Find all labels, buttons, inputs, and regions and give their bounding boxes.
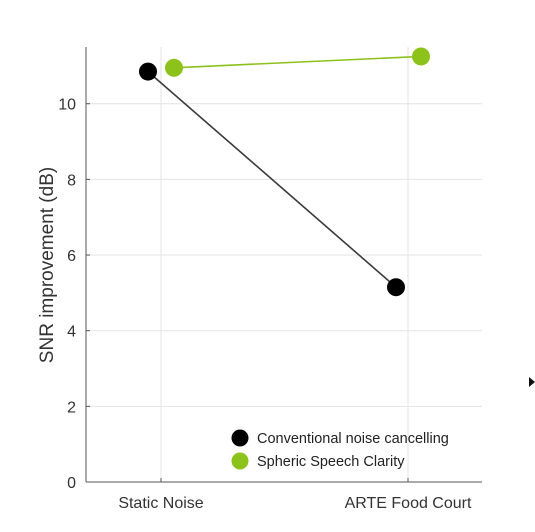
y-tick-label: 6: [67, 248, 76, 265]
series-2-point: [165, 58, 183, 77]
tick-layer: 0 2 4 6 8 10 Static Noise ARTE Food Court: [58, 97, 472, 512]
series-layer: [139, 47, 430, 297]
series-1-point: [387, 278, 405, 297]
y-tick-label: 2: [67, 399, 76, 416]
y-tick-label: 10: [58, 97, 76, 114]
legend-label: Conventional noise cancelling: [257, 431, 449, 447]
x-tick-label: ARTE Food Court: [345, 495, 472, 512]
y-tick-label: 4: [67, 324, 76, 341]
legend-marker: [231, 429, 249, 447]
series-line-2: [173, 55, 422, 69]
legend-label: Spheric Speech Clarity: [257, 454, 405, 470]
y-tick-label: 8: [67, 172, 76, 189]
x-tick-label: Static Noise: [118, 495, 203, 512]
series-1-point: [139, 62, 157, 81]
y-tick-label: 0: [67, 475, 76, 492]
grid-layer: [86, 47, 482, 482]
y-axis-title: SNR improvement (dB): [37, 167, 58, 363]
legend-marker: [231, 452, 249, 470]
series-line-1: [147, 70, 397, 288]
series-2-point: [412, 47, 430, 66]
legend: Conventional noise cancelling Spheric Spe…: [231, 429, 449, 470]
arrow-right-icon: [529, 377, 535, 387]
axis-layer: [85, 47, 482, 483]
